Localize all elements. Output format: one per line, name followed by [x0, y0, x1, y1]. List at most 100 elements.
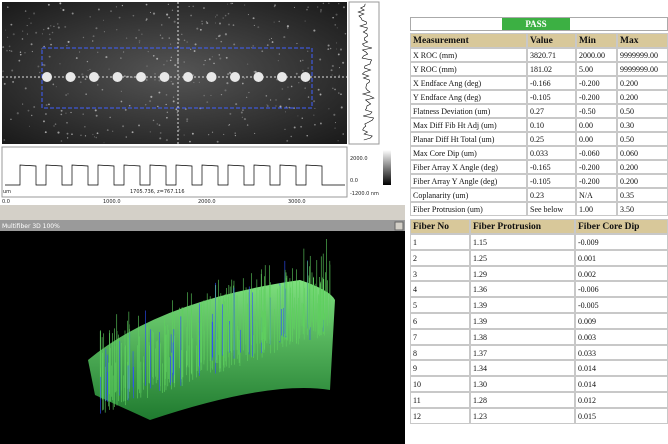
speck — [322, 2, 325, 5]
table-cell: -0.200 — [576, 90, 617, 104]
speck — [71, 12, 74, 15]
speck — [19, 51, 22, 53]
speck — [338, 92, 340, 94]
speck — [80, 134, 82, 136]
speck — [124, 108, 127, 111]
speck — [31, 50, 33, 53]
table-cell: 8 — [410, 344, 470, 361]
table-cell: -0.060 — [576, 146, 617, 160]
speck — [95, 114, 98, 117]
speck — [287, 27, 289, 29]
speck — [96, 132, 99, 135]
speck — [293, 126, 296, 129]
speck — [173, 20, 176, 23]
speck — [213, 62, 215, 65]
speck — [135, 37, 137, 39]
speck — [333, 113, 336, 116]
speck — [227, 73, 230, 76]
table-cell: 7 — [410, 328, 470, 345]
speck — [146, 65, 148, 67]
speck — [92, 40, 94, 42]
speck — [342, 61, 345, 64]
speck — [220, 94, 223, 96]
table-cell: 0.00 — [576, 118, 617, 132]
speck — [48, 103, 50, 106]
speck — [204, 59, 206, 62]
fiber-dot — [253, 72, 264, 82]
speck — [233, 43, 236, 46]
speck — [226, 82, 229, 85]
left-panel: um 1705.736, z=767.116 0.0 1000.0 2000.0… — [0, 0, 405, 444]
speck — [218, 34, 221, 37]
speck — [319, 122, 322, 125]
speck — [338, 3, 340, 5]
speck — [30, 22, 32, 24]
table-cell: 11 — [410, 392, 470, 408]
fiber-dot — [230, 72, 240, 82]
speck — [141, 33, 143, 35]
speck — [37, 65, 40, 68]
table-cell: Flatness Deviation (um) — [410, 104, 527, 118]
fiber-dot — [136, 72, 146, 82]
speck — [340, 93, 342, 96]
speck — [223, 133, 225, 136]
speck — [120, 100, 123, 103]
table-cell: 1.15 — [470, 234, 575, 250]
speck — [227, 124, 230, 126]
speck — [11, 69, 14, 72]
speck — [21, 38, 24, 40]
table-cell: 4 — [410, 281, 470, 298]
table-cell: X ROC (mm) — [410, 48, 527, 62]
speck — [125, 136, 127, 138]
speck — [332, 16, 334, 19]
speck — [54, 123, 57, 125]
speck — [342, 133, 345, 135]
speck — [97, 84, 99, 86]
speck — [152, 12, 156, 15]
table-cell: 0.25 — [527, 132, 576, 146]
speck — [229, 72, 232, 75]
speck — [97, 51, 99, 54]
speck — [307, 67, 309, 69]
table-cell: 3.50 — [617, 202, 668, 216]
speck — [271, 41, 274, 43]
speck — [57, 26, 60, 29]
speck — [163, 63, 165, 66]
speck — [240, 111, 243, 114]
speck — [279, 105, 282, 108]
speck — [84, 135, 87, 137]
speck — [314, 107, 316, 110]
x-axis-label: 1000.0 — [103, 199, 121, 205]
speck — [97, 8, 100, 11]
speck — [120, 57, 122, 59]
speck — [49, 38, 52, 41]
speck — [24, 10, 27, 12]
table-cell: 0.014 — [575, 360, 668, 377]
table-cell: 0.060 — [617, 146, 668, 160]
speck — [231, 2, 234, 5]
speck — [149, 131, 151, 133]
speck — [226, 3, 228, 5]
speck — [241, 116, 243, 118]
column-header: Fiber Protrusion — [470, 219, 575, 234]
speck — [145, 18, 148, 20]
speck — [60, 140, 63, 142]
speck — [149, 11, 152, 13]
speck — [138, 124, 140, 127]
speck — [85, 93, 87, 95]
close-button[interactable] — [394, 221, 404, 231]
speck — [196, 27, 199, 30]
table-cell: 1.25 — [470, 249, 575, 266]
speck — [339, 67, 341, 69]
speck — [189, 140, 191, 143]
speck — [38, 71, 41, 74]
table-cell: -0.105 — [527, 174, 576, 188]
table-cell: 0.014 — [575, 376, 668, 392]
speck — [288, 106, 291, 109]
column-header: Measurement — [410, 33, 527, 48]
speck — [48, 55, 51, 58]
speck — [313, 114, 315, 116]
speck — [278, 20, 280, 23]
speck — [191, 132, 194, 135]
